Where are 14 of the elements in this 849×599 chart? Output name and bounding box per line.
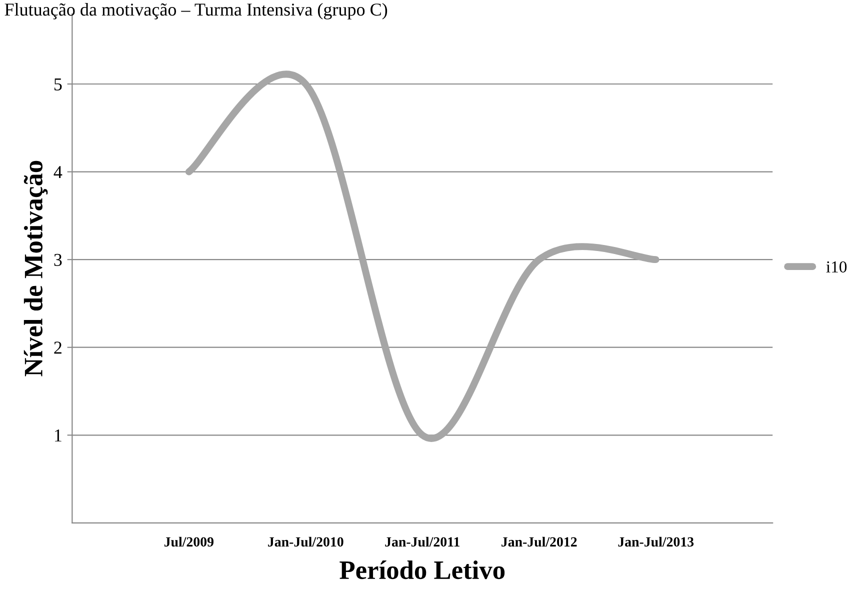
y-tick-label: 5 xyxy=(54,78,62,90)
chart-title: Flutuação da motivação – Turma Intensiva (grupo C) xyxy=(4,2,388,20)
y-axis-title: Nível de Motivação xyxy=(24,160,48,376)
x-tick-label: Jan-Jul/2013 xyxy=(618,536,694,547)
y-tick-label: 2 xyxy=(54,342,62,354)
x-tick-label: Jan-Jul/2012 xyxy=(502,536,577,547)
x-axis-title: Período Letivo xyxy=(340,560,505,580)
x-tick-label: Jan-Jul/2010 xyxy=(268,536,344,547)
y-tick-label: 1 xyxy=(55,429,62,442)
legend-label: i10 xyxy=(826,261,847,273)
x-tick-label: Jul/2009 xyxy=(164,536,214,547)
y-tick-label: 3 xyxy=(54,254,62,266)
x-tick-label: Jan-Jul/2011 xyxy=(385,536,460,547)
y-tick-label: 4 xyxy=(54,166,62,178)
